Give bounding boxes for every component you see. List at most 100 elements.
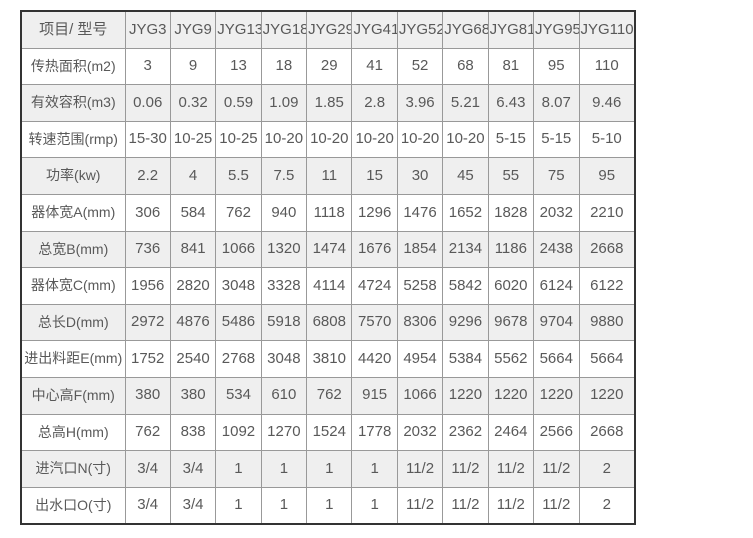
table-cell: 11/2 xyxy=(396,486,444,525)
table-cell: 2032 xyxy=(533,193,580,232)
row-label: 器体宽C(mm) xyxy=(20,267,126,305)
table-cell: 52 xyxy=(396,47,444,86)
table-cell: 1524 xyxy=(306,413,353,452)
table-cell: 5918 xyxy=(260,303,308,342)
model-header: JYG13 xyxy=(215,10,262,49)
table-cell: 1320 xyxy=(260,230,308,269)
model-header: JYG95 xyxy=(533,10,580,49)
table-cell: 2464 xyxy=(487,413,535,452)
table-cell: 45 xyxy=(442,157,489,195)
table-cell: 2768 xyxy=(215,340,262,378)
table-cell: 380 xyxy=(124,376,171,415)
table-cell: 1066 xyxy=(396,376,444,415)
table-cell: 10-20 xyxy=(396,120,444,159)
table-cell: 9704 xyxy=(533,303,580,342)
table-cell: 2 xyxy=(578,486,636,525)
table-cell: 1476 xyxy=(396,193,444,232)
table-cell: 1956 xyxy=(124,267,171,305)
table-body: 传热面积(m2) 3 9 13 18 29 41 52 68 81 95 110 有效容积(m3) 0.0… xyxy=(20,47,636,525)
table-cell: 1220 xyxy=(487,376,535,415)
table-cell: 1066 xyxy=(215,230,262,269)
table-cell: 5.21 xyxy=(442,84,489,122)
table-cell: 1092 xyxy=(215,413,262,452)
table-cell: 5562 xyxy=(487,340,535,378)
table-cell: 5-15 xyxy=(487,120,535,159)
table-cell: 2134 xyxy=(442,230,489,269)
table-cell: 762 xyxy=(124,413,171,452)
table-cell: 4724 xyxy=(351,267,398,305)
table-cell: 4954 xyxy=(396,340,444,378)
table-cell: 11/2 xyxy=(442,486,489,525)
table-cell: 2540 xyxy=(169,340,217,378)
table-row: 出水口O(寸) 3/4 3/4 1 1 1 1 11/2 11/2 11/2 11/2 2 xyxy=(20,486,636,525)
model-header: JYG110 xyxy=(578,10,636,49)
table-cell: 2668 xyxy=(578,230,636,269)
table-cell: 534 xyxy=(215,376,262,415)
row-label: 总宽B(mm) xyxy=(20,230,126,269)
table-cell: 8.07 xyxy=(533,84,580,122)
table-cell: 841 xyxy=(169,230,217,269)
table-cell: 95 xyxy=(533,47,580,86)
table-cell: 2668 xyxy=(578,413,636,452)
table-cell: 11/2 xyxy=(442,450,489,488)
table-row: 总长D(mm) 2972 4876 5486 5918 6808 7570 8306 9296 9… xyxy=(20,303,636,342)
table-row: 进出料距E(mm) 1752 2540 2768 3048 3810 4420 4954 538… xyxy=(20,340,636,378)
table-cell: 1676 xyxy=(351,230,398,269)
table-cell: 9.46 xyxy=(578,84,636,122)
table-cell: 81 xyxy=(487,47,535,86)
table-cell: 7570 xyxy=(351,303,398,342)
table-cell: 584 xyxy=(169,193,217,232)
table-cell: 1 xyxy=(260,486,308,525)
table-cell: 1 xyxy=(351,450,398,488)
table-cell: 3/4 xyxy=(124,486,171,525)
row-label: 有效容积(m3) xyxy=(20,84,126,122)
table-cell: 3048 xyxy=(260,340,308,378)
table-cell: 2 xyxy=(578,450,636,488)
model-header: JYG18 xyxy=(260,10,308,49)
table-cell: 4876 xyxy=(169,303,217,342)
table-cell: 2972 xyxy=(124,303,171,342)
table-cell: 940 xyxy=(260,193,308,232)
table-cell: 5.5 xyxy=(215,157,262,195)
table-cell: 11/2 xyxy=(396,450,444,488)
table-cell: 3 xyxy=(124,47,171,86)
table-cell: 838 xyxy=(169,413,217,452)
table-cell: 10-20 xyxy=(260,120,308,159)
table-cell: 9 xyxy=(169,47,217,86)
table-cell: 3328 xyxy=(260,267,308,305)
table-cell: 5384 xyxy=(442,340,489,378)
table-cell: 2.2 xyxy=(124,157,171,195)
table-cell: 10-20 xyxy=(306,120,353,159)
table-cell: 3/4 xyxy=(169,486,217,525)
table-cell: 9296 xyxy=(442,303,489,342)
spec-table: 项目/ 型号 JYG3 JYG9 JYG13 JYG18 JYG29 JYG41 JYG52… xyxy=(20,10,636,526)
row-label: 进汽口N(寸) xyxy=(20,450,126,488)
row-label: 中心高F(mm) xyxy=(20,376,126,415)
row-label: 器体宽A(mm) xyxy=(20,193,126,232)
table-cell: 4 xyxy=(169,157,217,195)
table-cell: 0.59 xyxy=(215,84,262,122)
table-row: 功率(kw) 2.2 4 5.5 7.5 11 15 30 45 55 75 95 xyxy=(20,157,636,195)
model-header: JYG68 xyxy=(442,10,489,49)
table-cell: 1220 xyxy=(578,376,636,415)
model-header: JYG41 xyxy=(351,10,398,49)
table-cell: 7.5 xyxy=(260,157,308,195)
table-cell: 6.43 xyxy=(487,84,535,122)
table-cell: 9678 xyxy=(487,303,535,342)
table-cell: 10-25 xyxy=(215,120,262,159)
table-cell: 2362 xyxy=(442,413,489,452)
table-row: 器体宽C(mm) 1956 2820 3048 3328 4114 4724 5258 5842… xyxy=(20,267,636,305)
model-header: JYG52 xyxy=(396,10,444,49)
table-cell: 11/2 xyxy=(533,486,580,525)
row-label: 出水口O(寸) xyxy=(20,486,126,525)
table-cell: 13 xyxy=(215,47,262,86)
table-cell: 1186 xyxy=(487,230,535,269)
table-cell: 110 xyxy=(578,47,636,86)
table-row: 传热面积(m2) 3 9 13 18 29 41 52 68 81 95 110 xyxy=(20,47,636,86)
table-cell: 41 xyxy=(351,47,398,86)
table-cell: 4114 xyxy=(306,267,353,305)
table-cell: 5-15 xyxy=(533,120,580,159)
table-cell: 1752 xyxy=(124,340,171,378)
table-cell: 18 xyxy=(260,47,308,86)
model-header: JYG3 xyxy=(124,10,171,49)
